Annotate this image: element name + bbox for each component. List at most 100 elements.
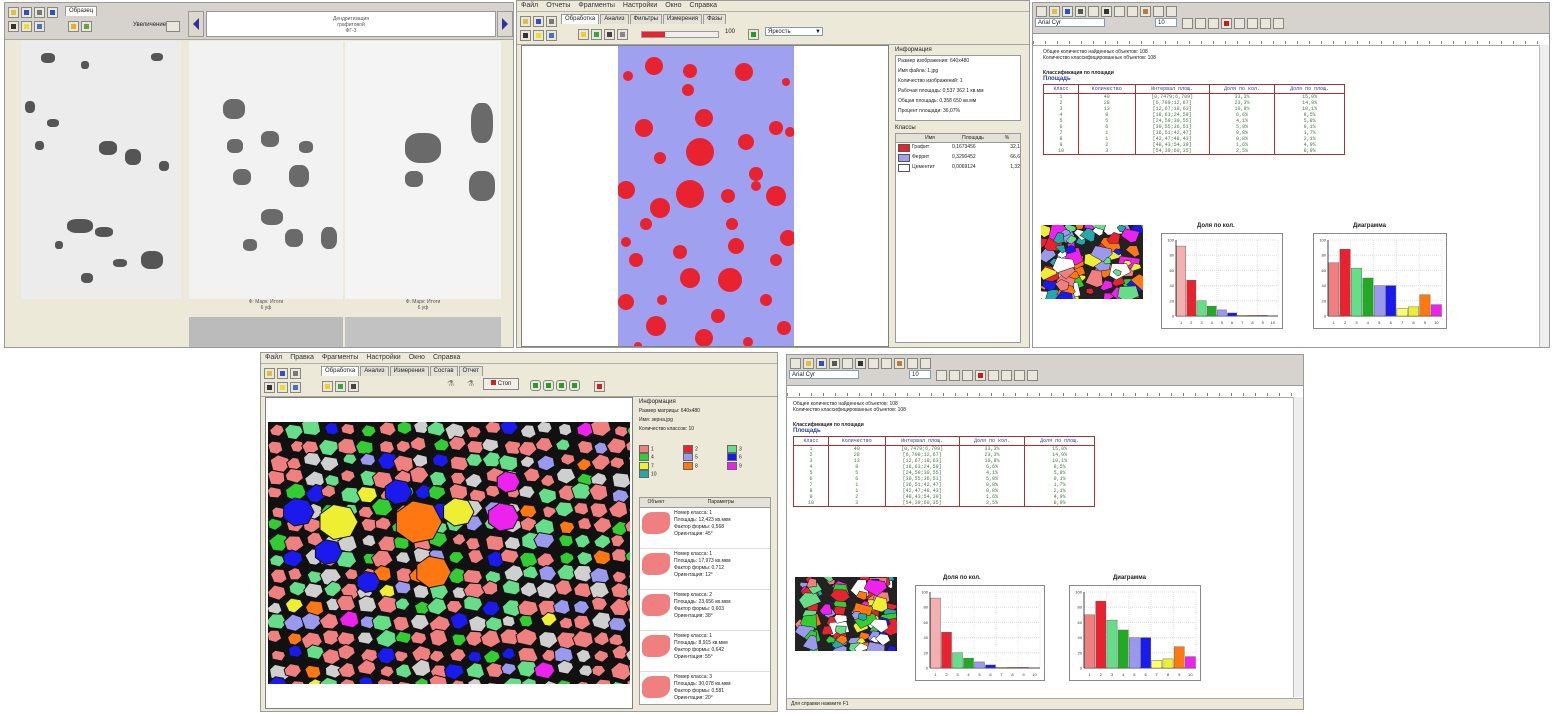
print-icon[interactable] [1075,6,1086,17]
shield-icon[interactable] [556,380,567,391]
zoom-field[interactable] [166,21,180,32]
shield-icon[interactable] [530,380,541,391]
italic-icon[interactable] [1195,18,1206,29]
new-icon[interactable] [790,358,801,369]
open-icon[interactable] [520,16,531,27]
menu-reports[interactable]: Отчеты [546,2,571,9]
font-name-select[interactable]: Arial Cyr [1035,18,1105,27]
bold-icon[interactable] [1182,18,1193,29]
phase-map[interactable] [618,46,794,346]
prev-arrow-button[interactable] [188,11,204,37]
flask-icon[interactable]: ⚗ [447,379,455,388]
menu-fragments[interactable]: Фрагменты [578,2,615,9]
color-icon[interactable] [975,370,986,381]
yellow-tool-icon[interactable] [21,21,32,32]
zoom-icon[interactable] [335,381,346,392]
print-icon[interactable] [34,7,45,18]
underline-icon[interactable] [962,370,973,381]
tab-processing[interactable]: Обработка [561,14,600,24]
print-icon[interactable] [546,16,557,27]
align-right-icon[interactable] [1260,18,1271,29]
menu-settings[interactable]: Настройки [622,2,658,9]
cut-icon[interactable] [520,30,531,41]
font-name-select[interactable]: Arial Cyr [789,370,859,379]
tab-report[interactable]: Отчет [458,366,483,376]
list-item[interactable]: Номер класса: 1 Площадь: 8,915 кв.мкм Факт… [640,631,770,672]
cut-icon[interactable] [1114,6,1125,17]
report-scrollbar[interactable] [1539,45,1549,347]
shield-icon[interactable] [569,380,580,391]
brightness-select[interactable]: Яркость ▼ [765,27,823,36]
italic-icon[interactable] [949,370,960,381]
cursor-icon[interactable] [604,29,615,40]
lightbulb-icon[interactable] [578,29,589,40]
list-item[interactable]: Номер класса: 2 Площадь: 23,656 кв.мкм Фак… [640,590,770,631]
align-left-icon[interactable] [988,370,999,381]
list-item[interactable]: Номер класса: 3 Площадь: 30,078 кв.мкм Фак… [640,672,770,704]
copy-icon[interactable] [881,358,892,369]
copy-icon[interactable] [1127,6,1138,17]
align-center-icon[interactable] [1001,370,1012,381]
tab-measurements[interactable]: Измерения [663,14,703,24]
open-icon[interactable] [264,368,275,379]
shield-icon[interactable] [543,380,554,391]
save-icon[interactable] [21,7,32,18]
left-micrograph[interactable] [21,41,181,299]
class-row[interactable]: Графит 0,1673456 32,1 [896,143,1020,153]
save-icon[interactable] [277,368,288,379]
list-item[interactable]: Номер класса: 1 Площадь: 12,423 кв.мкм Фак… [640,508,770,549]
open-icon[interactable] [8,7,19,18]
tab-analysis[interactable]: Анализ [360,366,389,376]
preview-icon[interactable] [842,358,853,369]
next-arrow-button[interactable] [497,11,513,37]
tab-measurements[interactable]: Измерения [389,366,429,376]
save-icon[interactable] [816,358,827,369]
classified-grain-thumbnail[interactable] [795,577,897,651]
thumbnail-row-2-left[interactable] [189,317,343,347]
align-right-icon[interactable] [1014,370,1025,381]
menu-window[interactable]: Окно [408,354,425,361]
delete-icon[interactable] [594,381,605,392]
tab-composition[interactable]: Состав [429,366,458,376]
yellow-tool-icon[interactable] [533,30,544,41]
tab-analysis[interactable]: Анализ [600,14,629,24]
print-icon[interactable] [290,368,301,379]
find-icon[interactable] [855,358,866,369]
print-icon[interactable] [829,358,840,369]
font-size-select[interactable]: 10 [909,370,931,379]
undo-icon[interactable] [907,358,918,369]
classified-grain-thumbnail[interactable] [1041,225,1143,299]
grid-icon[interactable] [47,7,58,18]
object-list[interactable]: Объект Параметры Номер класса: 1 Площадь:… [639,497,771,705]
menu-file[interactable]: Файл [265,354,283,361]
menu-help[interactable]: Справка [689,2,717,9]
class-row[interactable]: Феррит 0,3290452 66,6 [896,153,1020,163]
save-icon[interactable] [533,16,544,27]
bullets-icon[interactable] [1273,18,1284,29]
bold-icon[interactable] [936,370,947,381]
find-icon[interactable] [1101,6,1112,17]
bullets-icon[interactable] [1027,370,1038,381]
stop-button[interactable]: Стоп [483,378,519,390]
undo-icon[interactable] [1153,6,1164,17]
color-icon[interactable] [1221,18,1232,29]
arrow-tool-icon[interactable] [546,30,557,41]
tab-filters[interactable]: Фильтры [629,14,662,24]
arrow-tool-icon[interactable] [34,21,45,32]
color-slider[interactable] [641,31,719,38]
report-scrollbar[interactable] [1293,397,1303,697]
arrow-tool-icon[interactable] [290,382,301,393]
menu-file[interactable]: Файл [521,2,539,9]
paste-icon[interactable] [1140,6,1151,17]
tab-sample[interactable]: Образец [65,6,98,16]
list-item[interactable]: Номер класса: 1 Площадь: 17,973 кв.мкм Фак… [640,549,770,590]
open-icon[interactable] [1049,6,1060,17]
cut-icon[interactable] [868,358,879,369]
zoom-icon[interactable] [591,29,602,40]
class-row[interactable]: Цементит 0,0069124 1,32 [896,163,1020,173]
preview-icon[interactable] [1088,6,1099,17]
lightbulb-icon[interactable] [322,381,333,392]
insert-date-icon[interactable] [1166,6,1177,17]
open-icon[interactable] [803,358,814,369]
thumbnail-row-2-right[interactable] [345,317,501,347]
